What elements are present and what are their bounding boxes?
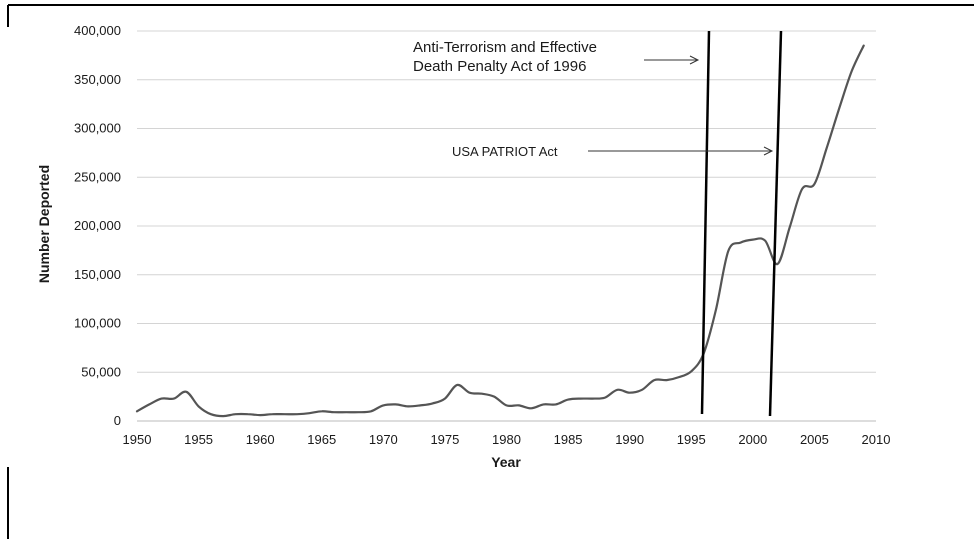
annotation-aedpa-line2: Death Penalty Act of 1996 xyxy=(413,58,586,75)
y-tick-label: 400,000 xyxy=(74,23,121,38)
y-axis-tick-labels: 0 50,000 100,000 150,000 200,000 250,000 300,0… xyxy=(74,23,121,428)
x-axis-tick-labels: 1950 1955 1960 1965 1970 1975 1980 1985 1990 1995… xyxy=(123,432,891,447)
x-tick-label: 1980 xyxy=(492,432,521,447)
x-tick-label: 1955 xyxy=(184,432,213,447)
y-tick-label: 300,000 xyxy=(74,121,121,136)
x-tick-label: 1985 xyxy=(554,432,583,447)
marker-line-aedpa-1996 xyxy=(700,30,711,415)
x-tick-label: 2000 xyxy=(738,432,767,447)
annotation-aedpa-arrow xyxy=(644,55,700,65)
x-tick-label: 2005 xyxy=(800,432,829,447)
x-tick-label: 1965 xyxy=(307,432,336,447)
y-tick-label: 0 xyxy=(114,413,121,428)
y-tick-label: 200,000 xyxy=(74,218,121,233)
y-tick-label: 100,000 xyxy=(74,316,121,331)
y-tick-label: 150,000 xyxy=(74,267,121,282)
x-tick-label: 1990 xyxy=(615,432,644,447)
x-tick-label: 1950 xyxy=(123,432,152,447)
y-tick-label: 250,000 xyxy=(74,169,121,184)
x-axis-title: Year xyxy=(491,454,521,470)
annotation-patriot-act: USA PATRIOT Act xyxy=(452,144,558,159)
gridlines xyxy=(137,30,876,373)
annotation-aedpa-line1: Anti-Terrorism and Effective xyxy=(413,39,597,56)
y-tick-label: 50,000 xyxy=(81,364,121,379)
x-tick-label: 1975 xyxy=(430,432,459,447)
deportations-series-line xyxy=(135,44,865,418)
y-tick-label: 350,000 xyxy=(74,72,121,87)
marker-line-patriot-act xyxy=(768,30,783,417)
x-tick-label: 1960 xyxy=(246,432,275,447)
annotation-patriot-arrow xyxy=(588,146,774,156)
x-tick-label: 1970 xyxy=(369,432,398,447)
y-axis-title: Number Deported xyxy=(36,165,52,283)
x-tick-label: 1995 xyxy=(677,432,706,447)
x-tick-label: 2010 xyxy=(862,432,891,447)
